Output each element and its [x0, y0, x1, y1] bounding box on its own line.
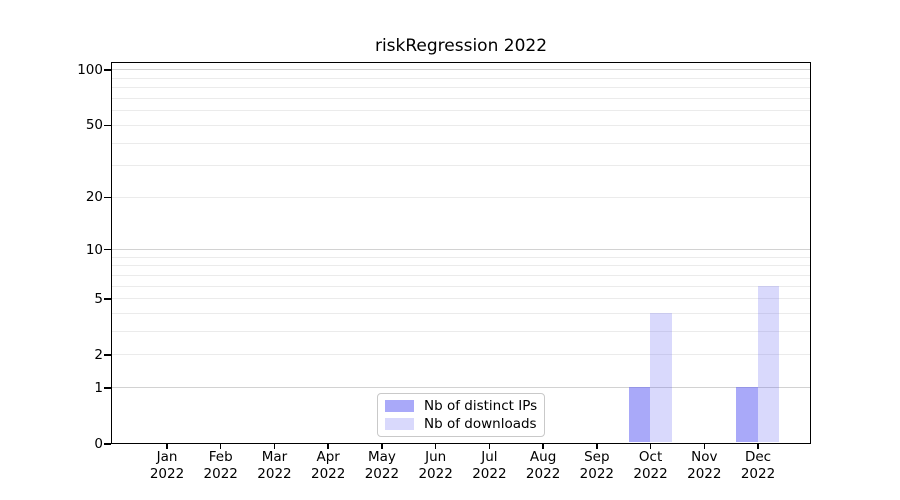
gridline-minor: [112, 256, 810, 258]
x-tick-mark: [381, 444, 383, 449]
x-tick-year: 2022: [149, 466, 185, 482]
legend-item-distinct-ips: Nb of distinct IPs: [385, 397, 537, 415]
x-tick-label: Apr 2022: [288, 449, 368, 483]
x-tick-month: May: [367, 449, 396, 465]
x-tick-month: Jun: [425, 449, 447, 465]
gridline-minor: [112, 98, 810, 100]
y-tick-label: 5: [94, 290, 103, 307]
x-tick-mark: [166, 444, 168, 449]
gridline-major: [112, 69, 810, 71]
gridline-minor: [112, 331, 810, 333]
y-tick-mark: [104, 387, 111, 389]
gridline-minor: [112, 298, 810, 300]
gridline-minor: [112, 142, 810, 144]
x-tick-year: 2022: [364, 466, 400, 482]
x-tick-year: 2022: [579, 466, 614, 482]
x-tick-month: Feb: [208, 449, 233, 465]
y-tick-label: 50: [85, 117, 103, 134]
gridline-minor: [112, 165, 810, 167]
y-tick-mark: [104, 69, 111, 71]
x-tick-label: Aug 2022: [503, 449, 583, 483]
x-tick-label: Jul 2022: [449, 449, 529, 483]
y-tick-label: 100: [77, 61, 103, 78]
x-tick-label: Oct 2022: [611, 449, 691, 483]
y-tick-mark: [104, 298, 111, 300]
gridline-minor: [112, 87, 810, 89]
x-tick-month: Sep: [584, 449, 610, 465]
bar-downloads: [757, 285, 780, 442]
bar-distinct-ips: [736, 387, 758, 442]
plot-area: [111, 62, 811, 444]
gridline-minor: [112, 313, 810, 315]
x-tick-label: Jan 2022: [127, 449, 207, 483]
gridline-minor: [112, 285, 810, 287]
x-tick-mark: [757, 444, 759, 449]
x-tick-year: 2022: [257, 466, 292, 482]
y-tick-label: 20: [85, 189, 103, 206]
legend-label-downloads: Nb of downloads: [424, 416, 537, 432]
x-tick-month: Aug: [529, 449, 557, 465]
x-tick-mark: [219, 444, 222, 449]
x-tick-label: Feb 2022: [181, 449, 261, 483]
x-tick-label: Nov 2022: [664, 449, 744, 483]
x-tick-year: 2022: [740, 466, 776, 482]
bar-downloads: [650, 313, 672, 442]
x-tick-label: Dec 2022: [718, 449, 798, 483]
y-tick-label: 1: [94, 379, 103, 396]
x-tick-month: Dec: [744, 449, 772, 465]
legend-swatch-distinct-ips: [385, 400, 414, 412]
gridline-minor: [112, 124, 810, 126]
gridline-minor: [112, 354, 810, 356]
x-tick-month: Oct: [638, 449, 663, 465]
x-tick-year: 2022: [687, 466, 722, 482]
x-tick-mark: [434, 444, 437, 449]
y-tick-label: 0: [94, 436, 103, 452]
x-tick-label: Mar 2022: [234, 449, 314, 483]
x-tick-year: 2022: [525, 466, 561, 482]
gridline-major: [112, 387, 810, 389]
x-tick-mark: [542, 444, 544, 449]
y-tick-mark: [104, 124, 111, 127]
x-tick-mark: [273, 444, 276, 449]
y-tick-mark: [104, 248, 111, 251]
legend-label-distinct-ips: Nb of distinct IPs: [424, 398, 538, 414]
legend: Nb of distinct IPs Nb of downloads: [377, 393, 545, 437]
gridline-minor: [112, 265, 810, 267]
x-tick-year: 2022: [472, 466, 507, 482]
y-tick-label: 10: [85, 241, 103, 258]
x-tick-label: Sep 2022: [557, 449, 637, 483]
x-tick-month: Nov: [691, 449, 718, 465]
gridline-minor: [112, 274, 810, 276]
x-tick-month: Jan: [156, 449, 178, 465]
y-tick-mark: [104, 443, 111, 445]
x-tick-mark: [649, 444, 652, 449]
gridline-minor: [112, 196, 810, 198]
legend-item-downloads: Nb of downloads: [385, 415, 537, 433]
x-tick-mark: [488, 444, 491, 449]
x-tick-year: 2022: [633, 466, 668, 482]
x-tick-mark: [703, 444, 706, 449]
gridline-major: [112, 249, 810, 251]
legend-swatch-downloads: [385, 418, 414, 430]
gridline-minor: [112, 77, 810, 79]
x-tick-label: May 2022: [342, 449, 422, 483]
bar-distinct-ips: [628, 387, 651, 442]
y-tick-mark: [104, 196, 111, 199]
x-tick-mark: [327, 444, 329, 449]
y-tick-mark: [104, 354, 111, 356]
x-tick-month: Mar: [261, 449, 288, 465]
x-tick-label: Jun 2022: [396, 449, 476, 483]
x-tick-year: 2022: [418, 466, 453, 482]
x-tick-mark: [596, 444, 598, 449]
gridline-minor: [112, 110, 810, 112]
x-tick-year: 2022: [311, 466, 346, 482]
x-tick-month: Jul: [481, 449, 498, 465]
chart-title: riskRegression 2022: [374, 36, 548, 56]
x-tick-year: 2022: [203, 466, 238, 482]
x-tick-month: Apr: [316, 449, 340, 465]
y-tick-label: 2: [94, 346, 103, 363]
